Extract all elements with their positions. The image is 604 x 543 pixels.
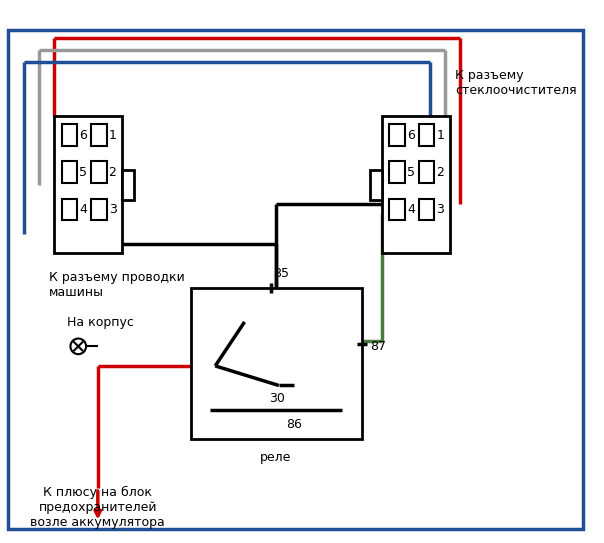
Bar bbox=[419, 161, 434, 183]
Bar bbox=[419, 124, 434, 146]
Bar bbox=[91, 199, 107, 220]
Bar bbox=[122, 171, 134, 200]
Bar bbox=[390, 161, 405, 183]
Text: 87: 87 bbox=[370, 340, 386, 353]
Bar bbox=[382, 116, 450, 254]
Text: 6: 6 bbox=[407, 129, 415, 142]
Text: 1: 1 bbox=[109, 129, 117, 142]
Text: 2: 2 bbox=[436, 166, 444, 179]
Bar bbox=[370, 171, 382, 200]
Text: 85: 85 bbox=[273, 267, 289, 280]
Text: 2: 2 bbox=[109, 166, 117, 179]
Text: 5: 5 bbox=[407, 166, 415, 179]
Text: 3: 3 bbox=[436, 203, 444, 216]
Text: 86: 86 bbox=[286, 418, 301, 431]
Bar bbox=[191, 288, 362, 439]
Text: 4: 4 bbox=[79, 203, 87, 216]
Text: К разъему проводки
машины: К разъему проводки машины bbox=[49, 271, 185, 299]
Text: 1: 1 bbox=[436, 129, 444, 142]
Circle shape bbox=[71, 338, 86, 354]
Bar bbox=[62, 199, 77, 220]
Text: реле: реле bbox=[260, 451, 292, 464]
Bar bbox=[91, 124, 107, 146]
Bar bbox=[390, 124, 405, 146]
Text: 30: 30 bbox=[269, 393, 285, 405]
Bar bbox=[62, 124, 77, 146]
Bar bbox=[91, 161, 107, 183]
Text: 6: 6 bbox=[79, 129, 87, 142]
Text: 5: 5 bbox=[79, 166, 87, 179]
Text: К плюсу на блок
предохранителей
возле аккумулятора: К плюсу на блок предохранителей возле ак… bbox=[30, 486, 165, 529]
Text: 3: 3 bbox=[109, 203, 117, 216]
Bar bbox=[419, 199, 434, 220]
Text: На корпус: На корпус bbox=[66, 315, 133, 329]
Text: К разъему
стеклоочистителя: К разъему стеклоочистителя bbox=[455, 69, 577, 97]
Bar bbox=[54, 116, 122, 254]
Text: 4: 4 bbox=[407, 203, 415, 216]
Bar bbox=[390, 199, 405, 220]
Bar bbox=[62, 161, 77, 183]
